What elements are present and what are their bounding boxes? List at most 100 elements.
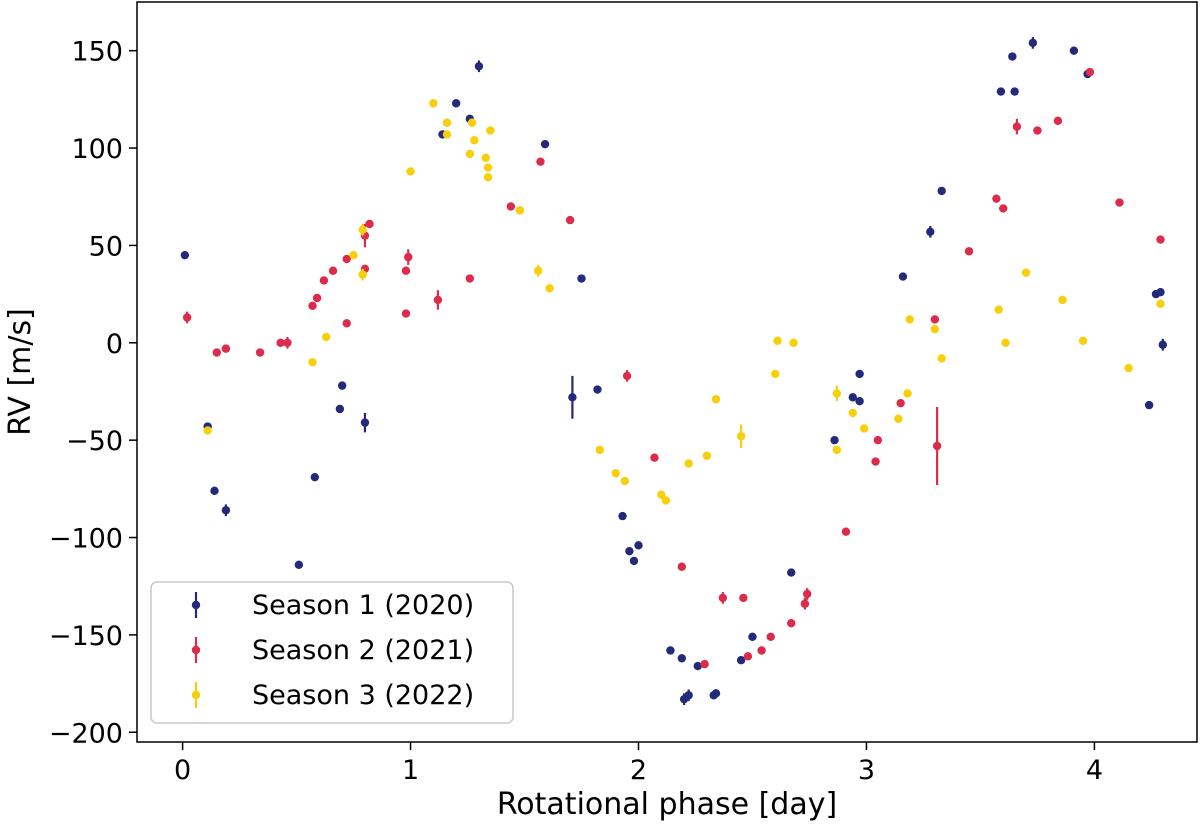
series-season-2 <box>182 67 1165 669</box>
data-point <box>1158 340 1168 349</box>
data-point <box>360 418 370 427</box>
data-point <box>401 266 411 275</box>
data-point <box>657 490 666 499</box>
data-point <box>932 441 942 451</box>
data-point <box>308 358 317 367</box>
data-point <box>1156 299 1165 309</box>
data-point <box>841 527 851 536</box>
data-point <box>1001 338 1010 347</box>
data-point <box>620 476 630 486</box>
data-point <box>1115 198 1124 207</box>
legend-marker-season-2 <box>191 645 201 655</box>
data-point <box>342 319 351 328</box>
data-point <box>684 691 693 700</box>
data-point <box>661 496 671 505</box>
data-point <box>802 589 812 599</box>
legend-label-season-1: Season 1 (2020) <box>252 590 474 621</box>
data-point <box>310 472 320 482</box>
data-point <box>1010 87 1019 96</box>
data-point <box>994 305 1003 314</box>
data-point <box>905 315 914 324</box>
data-point <box>534 266 543 275</box>
data-point <box>992 194 1001 203</box>
legend-marker-season-3 <box>191 690 201 700</box>
y-tick-label: −100 <box>49 524 123 555</box>
data-point <box>700 659 709 669</box>
data-point <box>506 202 516 211</box>
data-point <box>540 139 550 149</box>
y-tick-label: 50 <box>89 231 123 262</box>
data-point <box>308 301 317 310</box>
data-point <box>1012 122 1022 131</box>
x-tick-label: 1 <box>402 755 419 786</box>
y-tick-label: 150 <box>71 37 123 68</box>
data-point <box>896 398 905 408</box>
data-point <box>335 404 345 414</box>
data-point <box>611 469 620 478</box>
data-point <box>830 435 839 445</box>
data-point <box>666 646 675 655</box>
data-point <box>322 332 331 342</box>
data-point <box>926 227 935 236</box>
legend-entry-season-1: Season 1 (2020) <box>191 590 474 621</box>
data-point <box>748 632 757 642</box>
data-point <box>328 266 338 275</box>
data-point <box>677 654 687 663</box>
data-point <box>894 414 903 423</box>
data-point <box>255 348 265 357</box>
data-point <box>855 397 864 406</box>
legend-entry-season-3: Season 3 (2022) <box>191 680 474 711</box>
data-point <box>536 157 545 166</box>
x-tick-label: 0 <box>174 755 191 786</box>
legend-entry-season-2: Season 2 (2021) <box>191 635 474 666</box>
data-point <box>634 541 643 550</box>
data-point <box>212 348 221 357</box>
data-point <box>766 632 775 642</box>
data-point <box>743 652 753 661</box>
data-point <box>474 62 484 71</box>
data-point <box>832 389 842 398</box>
data-point <box>276 338 285 347</box>
legend-label-season-2: Season 2 (2021) <box>252 635 474 666</box>
y-tick-label: −150 <box>49 621 123 652</box>
data-point <box>622 371 632 381</box>
data-point <box>1144 400 1154 410</box>
series-season-3 <box>203 99 1165 505</box>
data-point <box>859 424 869 433</box>
data-point <box>693 661 702 671</box>
data-point <box>568 393 577 402</box>
data-point <box>465 149 475 159</box>
data-point <box>486 126 495 135</box>
legend: Season 1 (2020) Season 2 (2021) Season 3… <box>150 581 514 724</box>
plot-frame <box>136 1 1198 743</box>
data-point <box>433 295 443 305</box>
data-point <box>467 118 477 127</box>
legend-box <box>150 581 514 724</box>
data-point <box>930 324 940 334</box>
y-tick-label: 100 <box>71 134 123 165</box>
data-point <box>221 344 231 353</box>
data-point <box>787 619 796 628</box>
data-point <box>650 453 659 462</box>
data-point <box>1058 295 1067 305</box>
data-point <box>1069 46 1079 55</box>
data-point <box>483 163 493 172</box>
data-point <box>221 506 231 515</box>
data-point <box>903 389 912 398</box>
data-point <box>702 451 712 460</box>
data-point <box>442 130 452 139</box>
data-point <box>1124 363 1133 373</box>
data-point <box>342 254 351 264</box>
data-point <box>182 313 192 322</box>
data-point <box>515 206 525 215</box>
data-point <box>1156 287 1165 297</box>
data-point <box>1053 116 1063 125</box>
x-tick-label: 3 <box>858 755 875 786</box>
data-point <box>593 385 602 394</box>
data-point <box>898 272 908 281</box>
data-point <box>773 336 782 346</box>
data-point <box>937 354 946 363</box>
data-point <box>736 432 746 441</box>
data-point <box>873 435 883 445</box>
